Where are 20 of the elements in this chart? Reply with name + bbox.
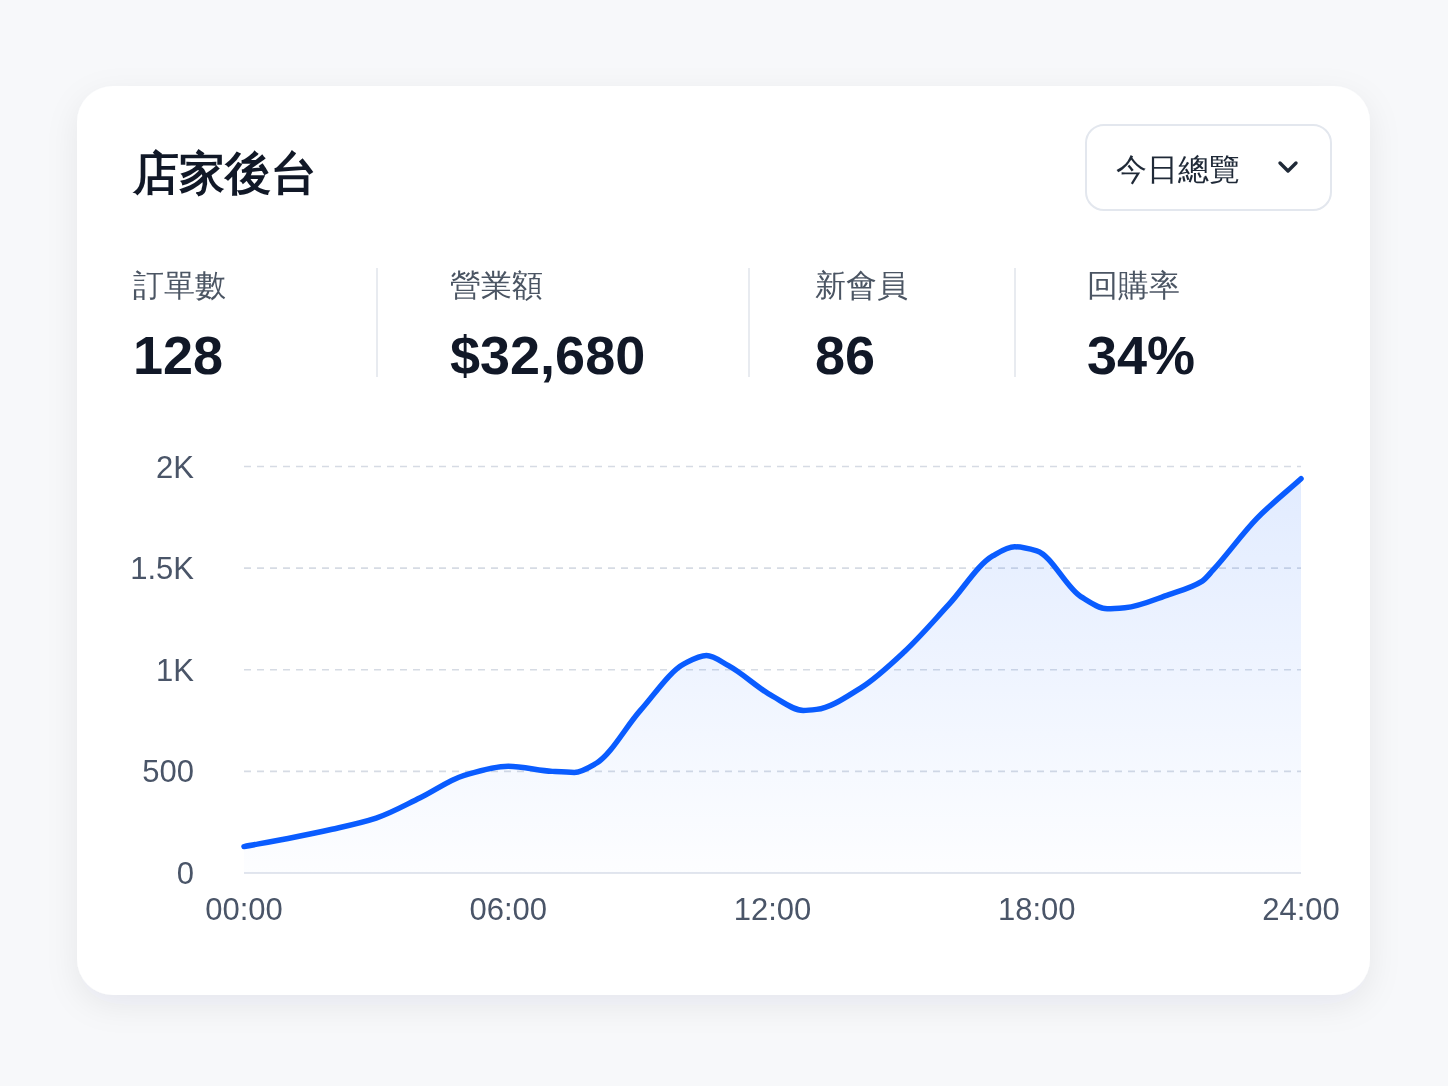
annotation: $32,680 [450, 325, 646, 385]
x-tick-label: 18:00 [997, 892, 1076, 927]
y-tick-label: 500 [142, 754, 194, 790]
y-tick-label: 0 [176, 856, 194, 891]
y-tick-label: 1K [156, 652, 194, 688]
annotation: 128 [133, 325, 224, 385]
annotation: 營業額 [450, 268, 543, 303]
annotation: 回購率 [1087, 268, 1180, 303]
x-tick-label: 24:00 [1262, 892, 1340, 927]
annotation: 34% [1087, 325, 1196, 385]
y-tick-label: 1.5K [130, 551, 194, 587]
x-tick-label: 12:00 [733, 892, 812, 927]
annotation: 新會員 [815, 268, 908, 303]
y-tick-label: 2K [156, 449, 194, 485]
annotation: 訂單數 [133, 268, 226, 303]
title: 店家後台 [133, 147, 317, 199]
annotation: 今日總覽 [1116, 152, 1240, 187]
x-tick-label: 00:00 [205, 892, 283, 927]
annotation: 86 [815, 325, 876, 385]
x-tick-label: 06:00 [469, 892, 548, 927]
